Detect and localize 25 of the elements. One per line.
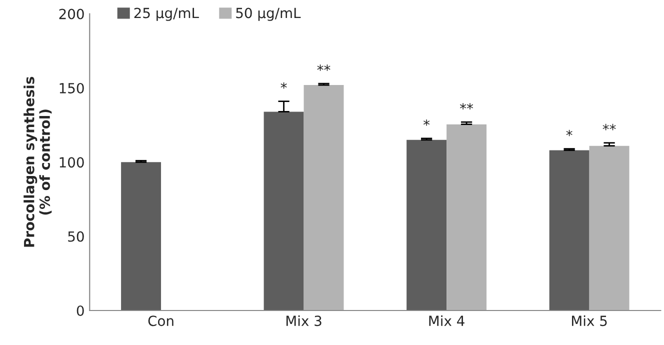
annotation: **	[460, 103, 474, 110]
y-tick-label: 100	[60, 157, 84, 168]
bar	[264, 112, 304, 310]
y-tick-label: 200	[59, 8, 84, 20]
bar	[406, 140, 447, 310]
x-tick-label: Con	[148, 316, 174, 326]
y-tick-label: 150	[60, 82, 84, 94]
bar	[121, 162, 162, 310]
legend-label: 50 μg/mL	[236, 8, 301, 21]
legend-label: 25 μg/mL	[134, 8, 199, 21]
annotation: *	[280, 82, 287, 89]
x-tick-label: Mix 3	[286, 315, 322, 326]
annotation: **	[317, 64, 330, 71]
x-tick-label: Mix 5	[572, 315, 607, 326]
bar	[446, 124, 487, 310]
x-tick-label: Mix 4	[429, 315, 464, 326]
y-tick-label: 50	[68, 231, 84, 242]
annotation: *	[566, 130, 572, 136]
y-axis-title: Procollagen synthesis (% of control)	[24, 76, 52, 247]
annotation: **	[602, 124, 616, 130]
annotation: *	[423, 119, 430, 126]
bar	[304, 85, 344, 310]
bar	[549, 150, 590, 310]
bar	[589, 146, 630, 310]
y-tick-label: 0	[76, 305, 84, 316]
